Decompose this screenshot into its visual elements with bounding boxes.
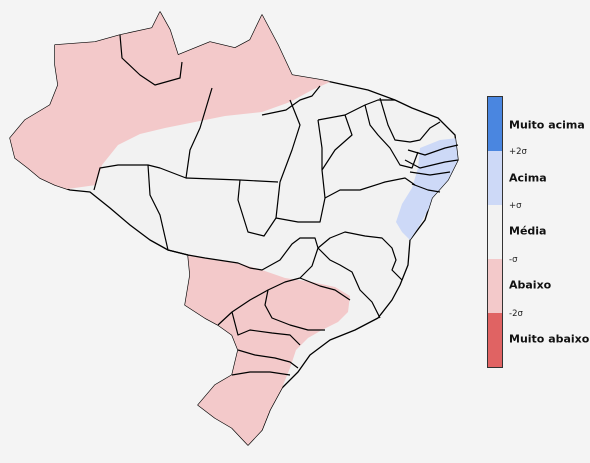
below-average-north-area xyxy=(10,12,330,190)
legend-swatch-acima xyxy=(488,151,502,205)
legend-swatch-abaixo xyxy=(488,259,502,313)
state-borders xyxy=(93,34,459,376)
legend-label-muito-abaixo: Muito abaixo xyxy=(509,332,590,346)
above-average-northeast-area xyxy=(396,138,458,240)
legend-label-media: Média xyxy=(509,224,547,238)
legend-tick-plus-2sigma: +2σ xyxy=(509,147,527,157)
legend-label-acima: Acima xyxy=(509,171,547,185)
legend-label-abaixo: Abaixo xyxy=(509,278,552,292)
legend: Muito acima +2σ Acima +σ Média -σ Abaixo… xyxy=(487,96,590,368)
legend-swatch-media xyxy=(488,205,502,259)
legend-label-muito-acima: Muito acima xyxy=(509,118,585,132)
legend-tick-minus-2sigma: -2σ xyxy=(509,309,523,319)
legend-tick-minus-sigma: -σ xyxy=(509,255,518,265)
legend-swatch-muito-abaixo xyxy=(488,313,502,367)
legend-swatch-muito-acima xyxy=(488,97,502,151)
below-average-south-area xyxy=(180,255,350,445)
legend-tick-plus-sigma: +σ xyxy=(509,201,522,211)
legend-colorbar xyxy=(487,96,503,368)
